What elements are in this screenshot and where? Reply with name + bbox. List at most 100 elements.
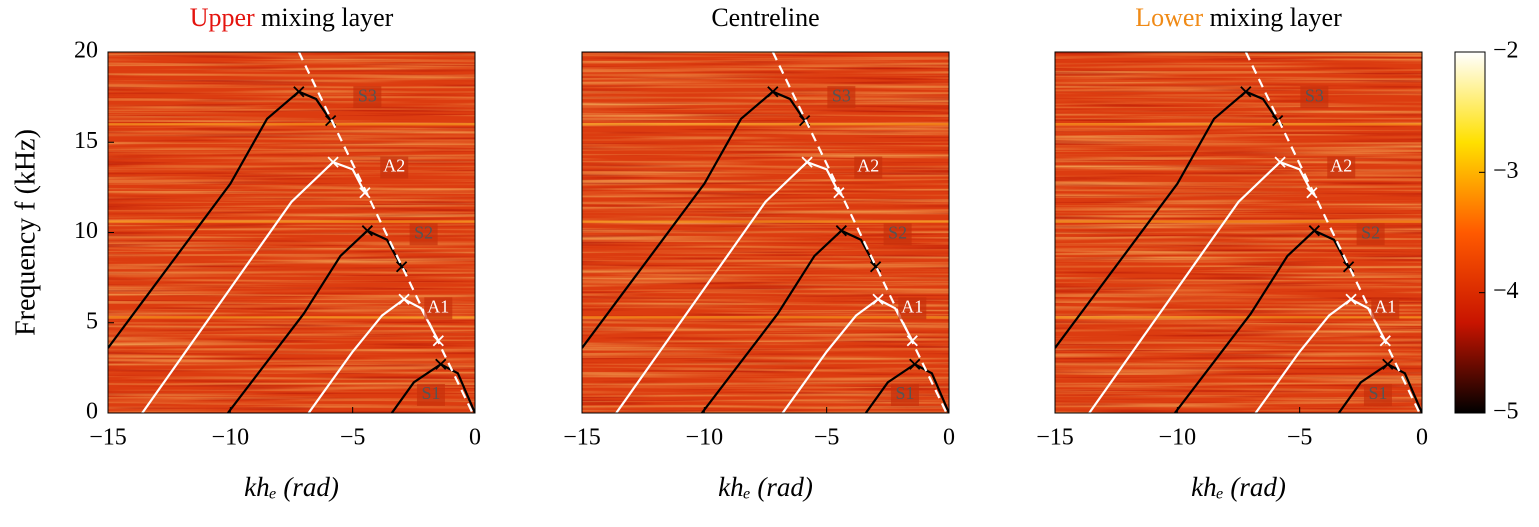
plot-frame (1054, 51, 1423, 414)
x-tick-label: −5 (1287, 425, 1313, 451)
annotation: A2 (383, 156, 405, 176)
annotation-box (1363, 383, 1392, 406)
y-tick-label: 5 (86, 308, 98, 334)
x-tick-label: −15 (563, 425, 601, 451)
annotation-box (1371, 297, 1400, 320)
x-axis-label: khₑ (rad) (718, 472, 813, 502)
annotation: S2 (888, 222, 907, 242)
x-tick-label: −5 (814, 425, 840, 451)
annotation-box (827, 86, 856, 109)
dashed-line (297, 52, 474, 413)
y-axis-label: Frequency f (kHz) (10, 129, 41, 336)
annotation: A1 (901, 296, 923, 316)
marker (1382, 358, 1394, 370)
annotation-box (416, 383, 445, 406)
annotation: S2 (414, 222, 433, 242)
annotation-box (353, 86, 382, 109)
marker (359, 187, 371, 199)
x-axis-label: khₑ (rad) (1191, 472, 1286, 502)
mode-curve (1055, 90, 1279, 349)
annotation-box (890, 383, 919, 406)
title-part: mixing layer (255, 3, 394, 32)
y-tick-label: 10 (74, 218, 98, 244)
panel-title: Lower mixing layer (1135, 3, 1342, 32)
marker (801, 156, 813, 168)
title-part: mixing layer (1203, 3, 1342, 32)
title-part: Lower (1135, 3, 1203, 32)
marker (435, 358, 447, 370)
annotation: S1 (895, 383, 914, 403)
marker (1306, 187, 1318, 199)
panel-title: Upper mixing layer (190, 3, 394, 32)
colorbar (1454, 51, 1486, 414)
mode-curve (701, 229, 877, 413)
title-part: Upper (190, 3, 255, 32)
mode-curve (1088, 160, 1313, 413)
annotation-box (1356, 223, 1385, 246)
marker (398, 293, 410, 305)
annotation-box (380, 156, 409, 179)
x-tick-label: −15 (89, 425, 127, 451)
annotation: A2 (857, 156, 879, 176)
x-tick-label: −10 (1159, 425, 1197, 451)
curves (1055, 52, 1422, 413)
dashed-line (771, 52, 948, 413)
annotation: A2 (1330, 156, 1352, 176)
annotation: A1 (1374, 296, 1396, 316)
marker (835, 225, 847, 237)
panel-title: Centreline (711, 3, 819, 32)
mode-curve (1174, 229, 1350, 413)
annotation: S3 (1305, 85, 1324, 105)
marker (1240, 86, 1252, 98)
annotation: S3 (832, 85, 851, 105)
x-axis-label: khₑ (rad) (244, 472, 339, 502)
dashed-line (1244, 52, 1421, 413)
annotation: S1 (421, 383, 440, 403)
annotation: S1 (1368, 383, 1387, 403)
mode-curve (582, 90, 806, 349)
y-tick-label: 15 (74, 128, 98, 154)
marker (909, 358, 921, 370)
marker (1345, 293, 1357, 305)
marker (833, 187, 845, 199)
annotation-box (1300, 86, 1329, 109)
mode-curve (227, 229, 403, 413)
y-tick-label: 0 (86, 399, 98, 425)
mode-curve (108, 90, 332, 349)
mode-curve (615, 160, 840, 413)
colorbar-tick-label: −5 (1493, 399, 1519, 425)
curves (108, 52, 475, 413)
marker (293, 86, 305, 98)
x-tick-label: 0 (469, 425, 481, 451)
annotation-box (898, 297, 927, 320)
title-part: Centreline (711, 3, 819, 32)
x-tick-label: 0 (943, 425, 955, 451)
x-tick-label: −10 (686, 425, 724, 451)
annotation-box (409, 223, 438, 246)
marker (361, 225, 373, 237)
marker (767, 86, 779, 98)
annotation: S2 (1361, 222, 1380, 242)
marker (872, 293, 884, 305)
plot-frame (581, 51, 950, 414)
annotation-box (854, 156, 883, 179)
colorbar-tick-label: −2 (1493, 38, 1519, 64)
y-tick-label: 20 (74, 38, 98, 64)
annotation: S3 (358, 85, 377, 105)
marker (327, 156, 339, 168)
annotation-box (424, 297, 453, 320)
x-tick-label: −10 (212, 425, 250, 451)
colorbar-tick-label: −4 (1493, 278, 1519, 304)
x-tick-label: −15 (1036, 425, 1074, 451)
annotation-box (883, 223, 912, 246)
colorbar-tick-label: −3 (1493, 158, 1519, 184)
x-tick-label: 0 (1416, 425, 1428, 451)
marker (1308, 225, 1320, 237)
curves (582, 52, 949, 413)
annotation: A1 (427, 296, 449, 316)
mode-curve (141, 160, 366, 413)
marker (1274, 156, 1286, 168)
x-tick-label: −5 (340, 425, 366, 451)
annotation-box (1327, 156, 1356, 179)
